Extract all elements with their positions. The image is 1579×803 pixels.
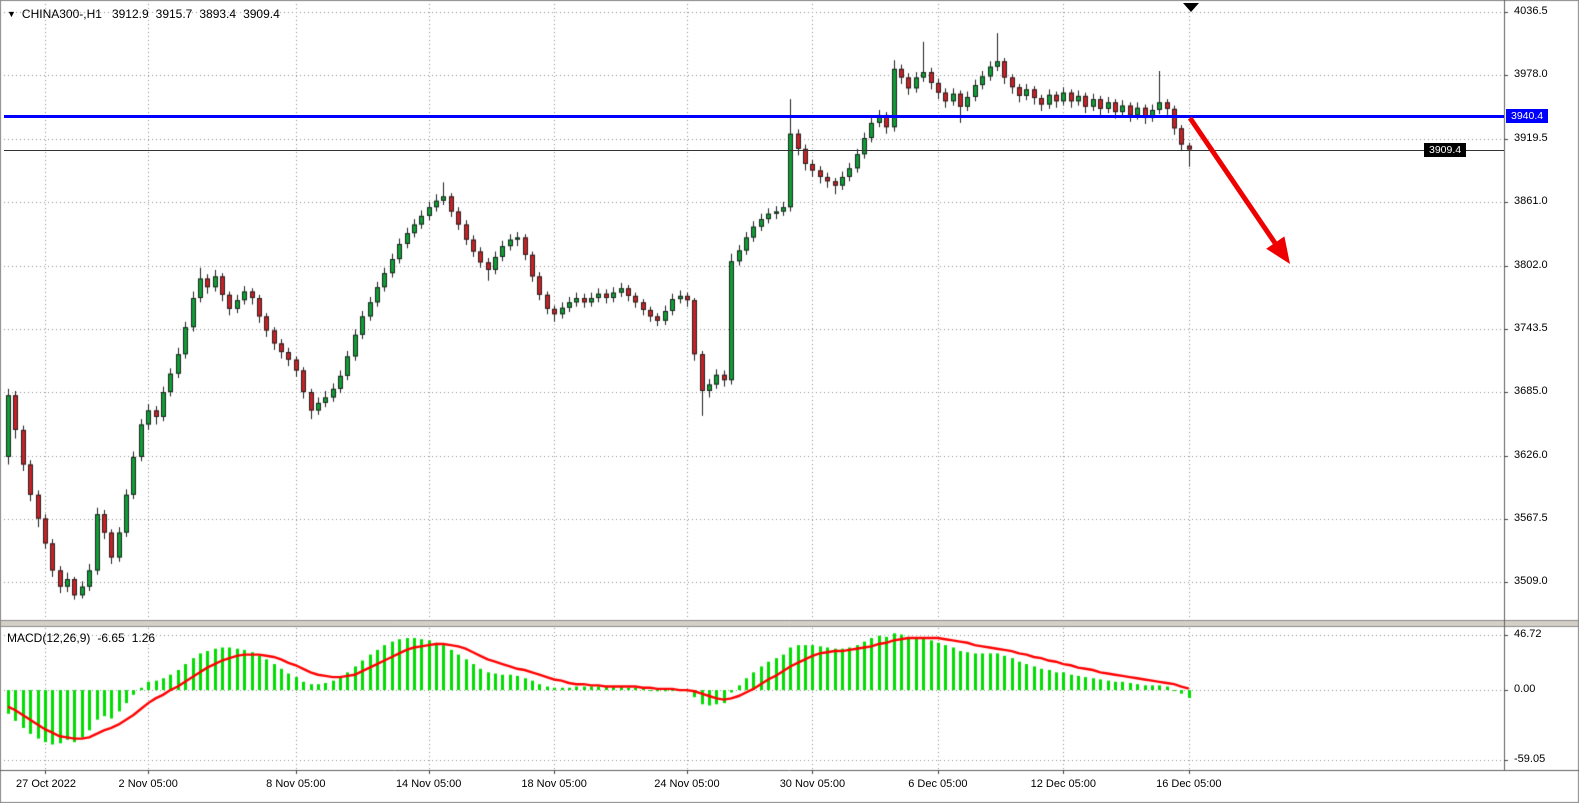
macd-axis-label: 0.00: [1514, 683, 1536, 696]
price-axis-label: 3567.5: [1514, 512, 1548, 525]
chart-shift-marker-icon[interactable]: [1183, 3, 1199, 12]
trend-arrow-line: [1187, 116, 1278, 245]
time-axis-label: 24 Nov 05:00: [654, 778, 720, 790]
price-axis-label: 3509.0: [1514, 575, 1548, 588]
time-axis-label: 30 Nov 05:00: [779, 778, 846, 790]
macd-signal-value: 1.26: [131, 631, 156, 645]
time-axis-label: 14 Nov 05:00: [395, 778, 462, 790]
macd-value: -6.65: [97, 631, 125, 645]
collapse-chart-icon[interactable]: ▼: [7, 9, 16, 19]
hline-price-tag[interactable]: 3940.4: [1506, 108, 1549, 123]
high-value: 3915.7: [155, 7, 193, 21]
trend-arrow-head: [1266, 236, 1290, 264]
symbol-period-label: CHINA300-,H1: [21, 7, 102, 21]
price-axis[interactable]: 4036.5 3978.0 3919.5 3861.0 3802.0 3743.5 3685…: [1505, 0, 1579, 770]
macd-axis-label: -59.05: [1514, 752, 1546, 765]
time-axis-label: 16 Dec 05:00: [1156, 778, 1222, 790]
price-axis-label: 3978.0: [1514, 68, 1548, 81]
price-axis-label: 3626.0: [1514, 448, 1548, 461]
macd-axis-label: 46.72: [1514, 627, 1542, 640]
macd-indicator-label: MACD(12,26,9) -6.65 1.26: [7, 631, 162, 645]
price-axis-label: 3685.0: [1514, 385, 1548, 398]
price-axis-label: 3743.5: [1514, 321, 1548, 334]
horizontal-line-object[interactable]: [4, 114, 1504, 118]
time-axis-label: 6 Dec 05:00: [908, 778, 968, 790]
time-axis-label: 2 Nov 05:00: [118, 778, 178, 790]
price-axis-label: 4036.5: [1514, 5, 1548, 18]
trend-arrow[interactable]: [1180, 108, 1310, 278]
price-axis-label: 3919.5: [1514, 131, 1548, 144]
bid-price-tag: 3909.4: [1424, 142, 1467, 157]
open-value: 3912.9: [111, 7, 149, 21]
price-axis-label: 3861.0: [1514, 194, 1548, 207]
macd-name: MACD(12,26,9): [7, 631, 91, 645]
time-axis-label: 8 Nov 05:00: [266, 778, 326, 790]
close-value: 3909.4: [243, 7, 280, 21]
low-value: 3893.4: [199, 7, 237, 21]
chart-header: ▼ CHINA300-,H1 3912.9 3915.7 3893.4 3909…: [7, 7, 287, 21]
time-axis-label: 27 Oct 2022: [16, 778, 76, 790]
time-axis-label: 18 Nov 05:00: [521, 778, 587, 790]
bid-price-line: [4, 150, 1504, 151]
macd-axis: 46.72 0.00 -59.05: [1505, 620, 1579, 770]
price-axis-label: 3802.0: [1514, 258, 1548, 271]
time-axis[interactable]: 27 Oct 2022 2 Nov 05:00 8 Nov 05:00 14 Nov …: [0, 771, 1579, 803]
time-axis-label: 12 Dec 05:00: [1030, 778, 1097, 790]
